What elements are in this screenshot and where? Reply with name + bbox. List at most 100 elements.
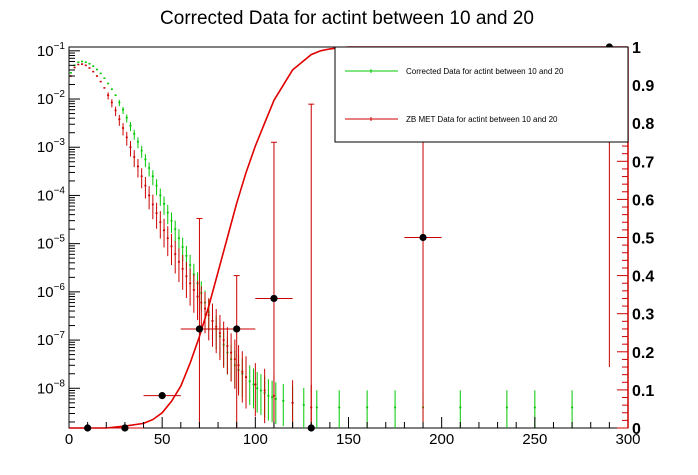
y-tick-label: 10−2 (37, 89, 66, 108)
data-point (163, 203, 166, 205)
data-point (218, 332, 221, 334)
x-tick-label: 200 (429, 431, 454, 448)
data-point (226, 345, 229, 347)
x-tick-label: 50 (154, 431, 171, 448)
data-point (189, 282, 192, 285)
data-point (204, 307, 207, 310)
data-point (107, 82, 110, 85)
y-tick-exponent: −2 (54, 89, 66, 100)
data-point (140, 175, 143, 178)
data-point (237, 364, 240, 367)
data-point (192, 289, 195, 291)
data-point (144, 158, 147, 161)
y-tick-base: 10 (37, 139, 54, 156)
data-point (366, 406, 369, 409)
y-tick-label: 10−8 (37, 378, 66, 397)
efficiency-point (158, 392, 166, 400)
data-point (271, 396, 274, 399)
y-tick-exponent: −5 (54, 234, 66, 245)
data-point (88, 62, 91, 65)
data-point (181, 268, 184, 270)
data-point (189, 264, 192, 266)
data-point (192, 273, 195, 276)
axis-layer: 0 50 100 150 200 250 30010−110−210−310−410−510… (37, 40, 654, 448)
y-tick-exponent: −7 (54, 330, 66, 341)
data-point (166, 237, 169, 239)
y2-tick-label: 0.9 (632, 78, 654, 95)
y-tick-base: 10 (37, 236, 54, 253)
data-point (241, 370, 244, 373)
y2-tick-label: 0.2 (632, 345, 654, 362)
data-point (245, 376, 248, 378)
data-point (207, 314, 210, 316)
data-point (77, 63, 80, 66)
efficiency-point (270, 294, 278, 303)
data-point (263, 389, 266, 392)
data-point (140, 149, 143, 152)
y-tick-label: 10−7 (37, 330, 66, 349)
data-point (155, 184, 158, 187)
data-point (185, 254, 188, 257)
data-point (125, 116, 128, 119)
data-point (122, 127, 125, 129)
data-point (166, 211, 169, 214)
data-point (77, 61, 80, 64)
legend-box (334, 46, 629, 143)
y-tick-base: 10 (37, 332, 54, 349)
data-point (230, 351, 233, 354)
data-point (174, 253, 177, 255)
data-point (267, 394, 270, 397)
data-point (155, 212, 158, 214)
x-tick-label: 100 (243, 431, 268, 448)
y2-tick-label: 0.5 (632, 231, 654, 248)
data-point (248, 380, 251, 383)
y-tick-exponent: −8 (54, 378, 66, 389)
data-point (148, 194, 151, 197)
data-point (254, 383, 257, 386)
data-point (103, 87, 106, 89)
data-point (302, 404, 305, 406)
data-point (99, 80, 102, 83)
data-point (259, 389, 262, 392)
data-point (394, 406, 397, 409)
data-point (81, 63, 84, 65)
y2-tick-label: 0.3 (632, 307, 654, 324)
data-point (151, 203, 154, 206)
data-point (151, 175, 154, 178)
data-point (107, 94, 110, 97)
data-point (159, 221, 162, 223)
efficiency-point (195, 325, 204, 333)
y-tick-base: 10 (37, 284, 54, 301)
data-point (88, 67, 91, 69)
data-point (110, 101, 113, 104)
data-point (222, 339, 225, 341)
y2-tick-label: 0.8 (632, 116, 654, 133)
data-point (185, 275, 188, 278)
data-point (95, 68, 98, 71)
data-point (215, 325, 218, 328)
data-point (196, 295, 199, 298)
chart-title: Corrected Data for actint between 10 and… (160, 8, 534, 29)
data-point (133, 132, 136, 135)
data-point (338, 406, 341, 409)
y-tick-base: 10 (37, 187, 54, 204)
data-point (252, 383, 255, 386)
data-point (118, 101, 121, 104)
data-point (73, 66, 76, 69)
y2-tick-label: 0.6 (632, 192, 654, 209)
data-point (144, 184, 147, 187)
data-point (99, 72, 102, 75)
data-point (103, 77, 106, 80)
data-point (274, 398, 277, 400)
data-point (233, 358, 236, 361)
y-tick-base: 10 (37, 380, 54, 397)
data-point (177, 261, 180, 263)
data-point (129, 124, 132, 127)
y-tick-exponent: −1 (54, 41, 66, 52)
y-tick-label: 10−1 (37, 41, 66, 60)
data-point (114, 109, 117, 112)
data-point (177, 237, 180, 239)
x-tick-label: 250 (522, 431, 547, 448)
data-point (200, 301, 203, 304)
